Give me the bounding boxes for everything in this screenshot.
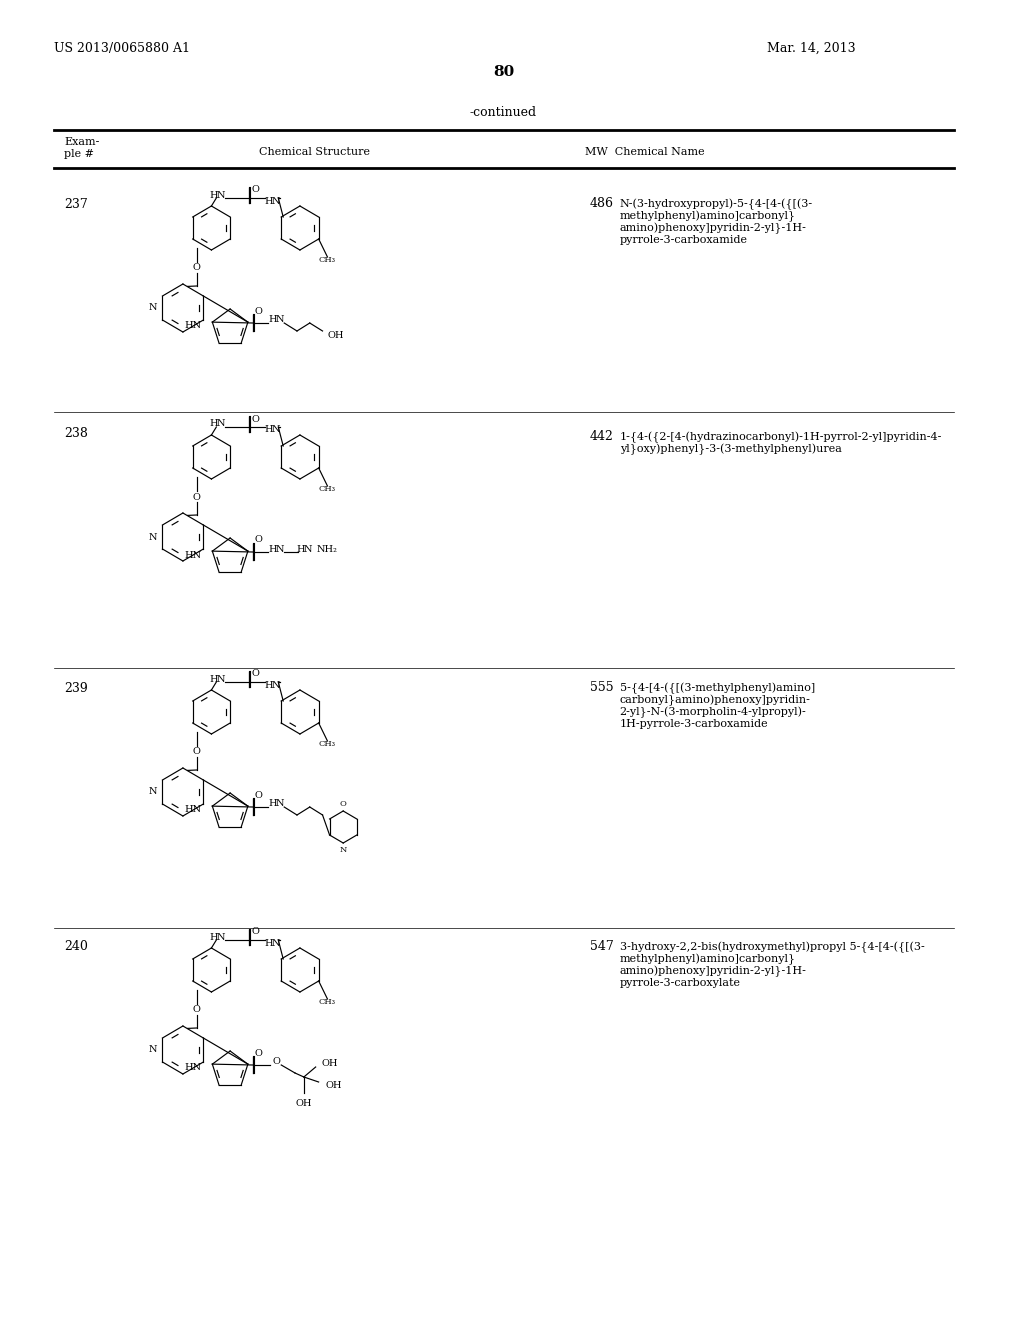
Text: HN: HN: [184, 1064, 202, 1072]
Text: N: N: [276, 544, 285, 553]
Text: 237: 237: [63, 198, 88, 211]
Text: OH: OH: [326, 1081, 342, 1089]
Text: N: N: [303, 544, 312, 553]
Text: HN: HN: [184, 805, 202, 814]
Text: 1H-pyrrole-3-carboxamide: 1H-pyrrole-3-carboxamide: [620, 719, 768, 729]
Text: O: O: [193, 1006, 201, 1015]
Text: 240: 240: [63, 940, 88, 953]
Text: methylphenyl)amino]carbonyl}: methylphenyl)amino]carbonyl}: [620, 953, 796, 965]
Text: H: H: [209, 190, 218, 199]
Text: 238: 238: [63, 426, 88, 440]
Text: N: N: [148, 788, 157, 796]
Text: -continued: -continued: [470, 106, 537, 119]
Text: 1-{4-({2-[4-(hydrazinocarbonyl)-1H-pyrrol-2-yl]pyridin-4-: 1-{4-({2-[4-(hydrazinocarbonyl)-1H-pyrro…: [620, 432, 942, 442]
Text: US 2013/0065880 A1: US 2013/0065880 A1: [54, 42, 190, 55]
Text: OH: OH: [328, 330, 344, 339]
Text: N: N: [340, 846, 347, 854]
Text: CH₃: CH₃: [318, 998, 336, 1006]
Text: N: N: [148, 304, 157, 313]
Text: 486: 486: [590, 197, 614, 210]
Text: O: O: [255, 306, 262, 315]
Text: O: O: [252, 669, 260, 678]
Text: N: N: [217, 675, 225, 684]
Text: pyrrole-3-carboxamide: pyrrole-3-carboxamide: [620, 235, 748, 246]
Text: OH: OH: [322, 1059, 338, 1068]
Text: 547: 547: [590, 940, 613, 953]
Text: N: N: [272, 425, 281, 434]
Text: H: H: [264, 939, 272, 948]
Text: N: N: [276, 315, 285, 325]
Text: H: H: [264, 425, 272, 434]
Text: H: H: [268, 315, 276, 325]
Text: CH₃: CH₃: [318, 741, 336, 748]
Text: amino)phenoxy]pyridin-2-yl}-1H-: amino)phenoxy]pyridin-2-yl}-1H-: [620, 965, 807, 977]
Text: O: O: [255, 791, 262, 800]
Text: O: O: [252, 414, 260, 424]
Text: N: N: [148, 532, 157, 541]
Text: H: H: [209, 675, 218, 684]
Text: MW  Chemical Name: MW Chemical Name: [585, 147, 705, 157]
Text: carbonyl}amino)phenoxy]pyridin-: carbonyl}amino)phenoxy]pyridin-: [620, 694, 810, 706]
Text: O: O: [272, 1057, 281, 1067]
Text: H: H: [297, 544, 305, 553]
Text: H: H: [268, 800, 276, 808]
Text: N: N: [217, 190, 225, 199]
Text: N: N: [272, 197, 281, 206]
Text: ple #: ple #: [63, 149, 94, 158]
Text: N: N: [217, 932, 225, 941]
Text: 555: 555: [590, 681, 613, 694]
Text: O: O: [255, 1048, 262, 1057]
Text: 80: 80: [493, 65, 514, 79]
Text: O: O: [193, 264, 201, 272]
Text: 5-{4-[4-({[(3-methylphenyl)amino]: 5-{4-[4-({[(3-methylphenyl)amino]: [620, 682, 815, 694]
Text: CH₃: CH₃: [318, 484, 336, 492]
Text: HN: HN: [184, 550, 202, 560]
Text: H: H: [209, 420, 218, 429]
Text: 3-hydroxy-2,2-bis(hydroxymethyl)propyl 5-{4-[4-({[(3-: 3-hydroxy-2,2-bis(hydroxymethyl)propyl 5…: [620, 941, 925, 953]
Text: OH: OH: [296, 1100, 312, 1107]
Text: yl}oxy)phenyl}-3-(3-methylphenyl)urea: yl}oxy)phenyl}-3-(3-methylphenyl)urea: [620, 444, 842, 455]
Text: N: N: [272, 681, 281, 689]
Text: 239: 239: [63, 682, 88, 696]
Text: H: H: [264, 681, 272, 689]
Text: amino)phenoxy]pyridin-2-yl}-1H-: amino)phenoxy]pyridin-2-yl}-1H-: [620, 223, 807, 234]
Text: O: O: [193, 747, 201, 756]
Text: H: H: [209, 932, 218, 941]
Text: O: O: [193, 492, 201, 502]
Text: N: N: [148, 1045, 157, 1055]
Text: N-(3-hydroxypropyl)-5-{4-[4-({[(3-: N-(3-hydroxypropyl)-5-{4-[4-({[(3-: [620, 198, 813, 210]
Text: O: O: [252, 186, 260, 194]
Text: NH₂: NH₂: [316, 544, 338, 553]
Text: 442: 442: [590, 430, 614, 444]
Text: O: O: [340, 800, 347, 808]
Text: pyrrole-3-carboxylate: pyrrole-3-carboxylate: [620, 978, 740, 987]
Text: H: H: [268, 544, 276, 553]
Text: O: O: [252, 928, 260, 936]
Text: methylphenyl)amino]carbonyl}: methylphenyl)amino]carbonyl}: [620, 210, 796, 222]
Text: O: O: [255, 536, 262, 544]
Text: HN: HN: [184, 322, 202, 330]
Text: 2-yl}-N-(3-morpholin-4-ylpropyl)-: 2-yl}-N-(3-morpholin-4-ylpropyl)-: [620, 706, 806, 718]
Text: H: H: [264, 197, 272, 206]
Text: N: N: [272, 939, 281, 948]
Text: N: N: [276, 800, 285, 808]
Text: Chemical Structure: Chemical Structure: [259, 147, 371, 157]
Text: Exam-: Exam-: [63, 137, 99, 147]
Text: Mar. 14, 2013: Mar. 14, 2013: [767, 42, 856, 55]
Text: CH₃: CH₃: [318, 256, 336, 264]
Text: N: N: [217, 420, 225, 429]
